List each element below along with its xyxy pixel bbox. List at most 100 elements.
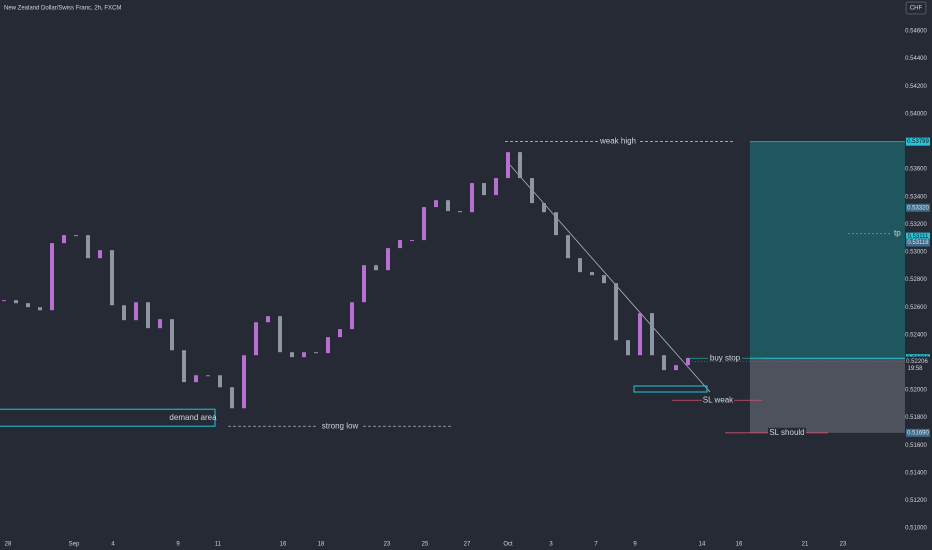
- candle: [554, 212, 558, 236]
- candle: [638, 313, 642, 356]
- x-tick-label: 3: [549, 542, 553, 548]
- candle: [26, 303, 30, 308]
- price-tag-label: 0.51690: [907, 430, 929, 436]
- candle: [302, 352, 306, 358]
- y-tick-label: 0.54600: [905, 29, 927, 35]
- y-tick-label: 0.54200: [905, 84, 927, 90]
- x-tick-label: 11: [215, 542, 222, 548]
- label-bg: [702, 395, 734, 406]
- candle: [578, 258, 582, 273]
- y-tick-label: 0.52400: [905, 332, 927, 338]
- price-tag: [906, 238, 930, 247]
- buy-stop-label: buy stop: [710, 353, 741, 362]
- y-tick-label: 0.51000: [905, 526, 927, 532]
- x-tick-label: 16: [736, 542, 743, 548]
- x-tick-label: 23: [840, 542, 847, 548]
- price-tag: [906, 137, 930, 146]
- candle: [350, 302, 354, 330]
- y-tick-label: 0.51400: [905, 470, 927, 476]
- y-tick-label: 0.53200: [905, 222, 927, 228]
- candle: [170, 319, 174, 351]
- candle: [14, 300, 18, 304]
- currency-box[interactable]: [905, 1, 927, 15]
- candle: [422, 207, 426, 241]
- target-zone: [750, 141, 905, 359]
- candle: [482, 183, 486, 196]
- x-tick-label: 28: [5, 542, 12, 548]
- candle: [602, 275, 606, 284]
- price-tag-label: 0.53111: [908, 234, 929, 240]
- y-tick-label: 0.51200: [905, 498, 927, 504]
- candle: [590, 272, 594, 276]
- candle: [98, 250, 102, 259]
- stop-zone: [750, 358, 905, 433]
- y-tick-label: 0.54400: [905, 56, 927, 62]
- strong-low-label: strong low: [322, 421, 359, 430]
- candle: [386, 248, 390, 271]
- candle: [110, 250, 114, 306]
- currency[interactable]: CHF: [910, 6, 923, 12]
- candle: [122, 305, 126, 321]
- candle: [506, 152, 510, 179]
- candle: [542, 203, 546, 213]
- x-tick-label: 14: [699, 542, 706, 548]
- candle: [86, 235, 90, 259]
- candle: [518, 152, 522, 179]
- x-tick-label: Oct: [503, 542, 513, 548]
- candle: [2, 300, 6, 302]
- candle: [194, 375, 198, 383]
- candle: [74, 235, 78, 237]
- candle: [218, 375, 222, 388]
- candle: [158, 319, 162, 329]
- candle: [530, 178, 534, 204]
- candle: [446, 200, 450, 212]
- y-tick-label: 0.53000: [905, 250, 927, 256]
- candle: [206, 375, 210, 377]
- x-tick-label: 27: [464, 542, 471, 548]
- x-tick-label: 16: [280, 542, 287, 548]
- candle: [338, 329, 342, 338]
- x-tick-label: 18: [318, 542, 325, 548]
- y-tick-label: 0.52800: [905, 277, 927, 283]
- x-tick-label: 23: [384, 542, 391, 548]
- candle: [494, 178, 498, 196]
- candle: [686, 358, 690, 366]
- candle: [662, 355, 666, 371]
- x-tick-label: 7: [594, 542, 598, 548]
- candle: [566, 235, 570, 259]
- candle: [650, 313, 654, 356]
- candle: [50, 243, 54, 311]
- candle: [254, 322, 258, 356]
- tp-label: tp: [894, 229, 901, 238]
- price-tag: [906, 232, 930, 241]
- trend-line: [509, 164, 711, 393]
- candle: [458, 211, 462, 213]
- y-tick-label: 0.52600: [905, 305, 927, 311]
- candle: [626, 340, 630, 356]
- y-tick-label: 0.51600: [905, 443, 927, 449]
- candle: [398, 240, 402, 249]
- candle: [434, 200, 438, 208]
- price-tag-label: 0.53320: [907, 205, 929, 211]
- x-tick-label: Sep: [69, 542, 80, 548]
- price-tag: [906, 428, 930, 437]
- price-tag-label: 0.53799: [907, 139, 929, 145]
- candle: [146, 302, 150, 329]
- weak-high-label: weak high: [599, 137, 636, 146]
- candle: [674, 365, 678, 371]
- candle: [266, 316, 270, 323]
- label-bg: [598, 136, 638, 147]
- y-tick-label: 0.52000: [905, 388, 927, 394]
- y-tick-label: 0.54000: [905, 111, 927, 117]
- candle: [134, 302, 138, 321]
- candle: [470, 183, 474, 213]
- x-tick-label: 9: [633, 542, 637, 548]
- label-bg: [318, 421, 362, 432]
- y-tick-label: 0.53600: [905, 167, 927, 173]
- candle: [410, 240, 414, 242]
- candle: [38, 307, 42, 311]
- sl-weak-label: SL weak: [703, 395, 734, 404]
- demand-area-label: demand area: [169, 413, 217, 422]
- sl-should-label: SL should: [769, 428, 804, 437]
